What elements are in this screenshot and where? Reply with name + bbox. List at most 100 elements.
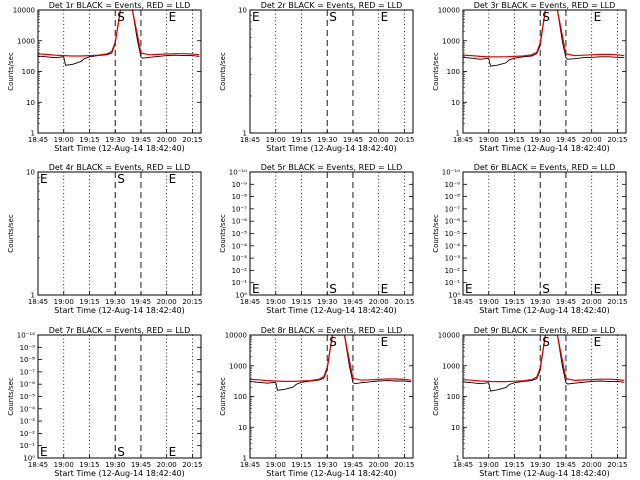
end-marker: E [381,335,389,349]
y-axis-label: Counts/sec [219,214,227,253]
y-axis-label: Counts/sec [219,52,227,91]
x-axis-label: Start Time (12-Aug-14 18:42:40) [266,144,397,153]
y-tick-label: 1 [243,455,247,463]
x-tick-label: 19:45 [556,298,576,306]
y-tick-label: 1 [456,130,460,138]
x-tick-label: 19:30 [530,461,550,469]
y-tick-label: 10⁰ [448,292,460,300]
start-marker: S [542,10,550,24]
y-tick-label: 10⁻² [445,267,461,275]
x-tick-label: 19:00 [54,461,74,469]
lld-series-line [250,335,412,382]
x-tick-label: 18:45 [453,298,473,306]
plot-frame [462,9,627,134]
x-tick-label: 20:00 [369,298,389,306]
x-tick-label: 19:30 [317,298,337,306]
start-marker: S [117,445,125,459]
y-tick-label: 10⁻⁶ [445,218,461,226]
plot-frame [462,171,627,296]
chart-panel-8: Det 8r BLACK = Events, RED = LLD 1 10 100 10… [219,326,415,478]
chart-title: Det 5r BLACK = Events, RED = LLD [261,163,403,172]
chart-panel-6: Det 6r BLACK = Events, RED = LLD 10⁰ 10⁻¹ 1… [432,163,628,315]
y-tick-label: 1000 [17,37,35,45]
x-tick-label: 19:30 [105,298,125,306]
chart-title: Det 6r BLACK = Events, RED = LLD [474,163,616,172]
x-tick-label: 19:30 [317,136,337,144]
chart-panel-1: Det 1r BLACK = Events, RED = LLD 1 10 100 10… [7,1,203,153]
y-tick-label: 10⁻⁴ [20,405,36,413]
plot-frame [249,9,414,134]
y-tick-label: 10⁻⁵ [445,230,461,238]
y-tick-label: 100 [447,393,460,401]
y-tick-label: 10⁻² [20,430,36,438]
end-marker: E [252,282,260,296]
y-tick-label: 10000 [225,332,247,340]
y-tick-label: 10 [238,7,247,15]
x-tick-label: 20:00 [157,298,177,306]
x-tick-label: 19:00 [266,298,286,306]
y-tick-label: 10⁻² [232,267,248,275]
x-tick-label: 19:15 [504,136,524,144]
y-tick-label: 1 [31,292,35,300]
x-tick-label: 19:00 [479,136,499,144]
chart-panel-9: Det 9r BLACK = Events, RED = LLD 1 10 100 10… [432,326,628,478]
y-tick-label: 10⁻⁹ [20,344,36,352]
y-tick-label: 10000 [438,7,460,15]
x-tick-label: 19:45 [131,461,151,469]
x-tick-label: 20:00 [582,298,602,306]
x-tick-label: 19:15 [291,136,311,144]
end-marker: E [594,335,602,349]
x-tick-label: 18:45 [28,136,48,144]
chart-panel-5: Det 5r BLACK = Events, RED = LLD 10⁰ 10⁻¹ 1… [219,163,415,315]
chart-title: Det 1r BLACK = Events, RED = LLD [49,1,191,10]
x-tick-label: 19:15 [79,136,99,144]
x-tick-label: 19:00 [266,136,286,144]
x-tick-label: 20:00 [582,136,602,144]
y-tick-label: 1 [243,130,247,138]
y-tick-label: 10⁻¹⁰ [229,169,247,177]
x-tick-label: 19:45 [343,461,363,469]
end-marker: E [594,282,602,296]
chart-title: Det 8r BLACK = Events, RED = LLD [261,326,403,335]
end-marker: E [381,282,389,296]
y-axis-label: Counts/sec [219,377,227,416]
x-axis-label: Start Time (12-Aug-14 18:42:40) [266,469,397,478]
x-tick-label: 19:15 [504,461,524,469]
y-tick-label: 10⁻⁴ [232,242,248,250]
x-tick-label: 19:45 [343,136,363,144]
x-tick-label: 19:00 [479,298,499,306]
x-tick-label: 18:45 [240,298,260,306]
chart-title: Det 9r BLACK = Events, RED = LLD [474,326,616,335]
start-marker: S [542,335,550,349]
plot-frame [249,334,414,459]
x-tick-label: 20:00 [369,461,389,469]
x-tick-label: 20:15 [394,298,414,306]
x-tick-label: 19:30 [105,461,125,469]
end-marker: E [40,445,48,459]
y-tick-label: 1000 [442,362,460,370]
y-tick-label: 1 [456,455,460,463]
end-marker: E [381,10,389,24]
y-tick-label: 10⁰ [23,455,35,463]
x-tick-label: 19:45 [556,461,576,469]
y-axis-label: Counts/sec [7,52,15,91]
x-tick-label: 19:30 [530,298,550,306]
x-tick-label: 19:30 [317,461,337,469]
chart-title: Det 4r BLACK = Events, RED = LLD [49,163,191,172]
y-tick-label: 10 [451,99,460,107]
y-tick-label: 10⁻⁷ [20,368,36,376]
x-tick-label: 19:00 [54,298,74,306]
x-axis-label: Start Time (12-Aug-14 18:42:40) [479,144,610,153]
y-axis-label: Counts/sec [7,377,15,416]
plot-frame [37,334,202,459]
chart-title: Det 3r BLACK = Events, RED = LLD [474,1,616,10]
x-tick-label: 20:15 [607,136,627,144]
start-marker: S [117,172,125,186]
x-tick-label: 20:15 [394,136,414,144]
plot-frame [249,171,414,296]
x-tick-label: 20:15 [182,298,202,306]
y-tick-label: 10⁻¹⁰ [17,332,35,340]
plot-frame [37,9,202,134]
y-tick-label: 10 [26,169,35,177]
x-tick-label: 19:15 [79,298,99,306]
